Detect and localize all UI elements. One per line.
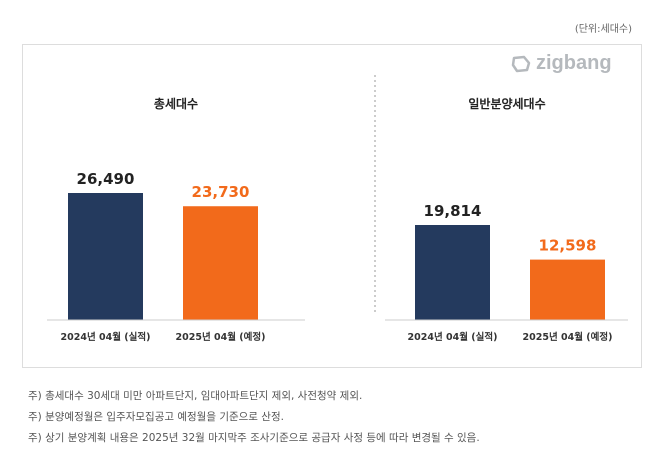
bar [415,225,490,320]
category-label: 2025년 04월 (예정) [176,331,266,343]
footnote: 주) 총세대수 30세대 미만 아파트단지, 임대아파트단지 제외, 사전청약 … [28,390,363,402]
footnotes: 주) 총세대수 30세대 미만 아파트단지, 임대아파트단지 제외, 사전청약 … [28,386,480,449]
value-label: 23,730 [192,183,250,201]
category-label: 2025년 04월 (예정) [523,331,613,343]
category-label: 2024년 04월 (실적) [408,331,498,343]
chart-title: 총세대수 [154,96,198,111]
footnote: 주) 분양예정월은 입주자모집공고 예정월을 기준으로 산정. [28,411,284,423]
chart-card [22,44,642,368]
bar [183,206,258,320]
category-label: 2024년 04월 (실적) [61,331,151,343]
footnote: 주) 상기 분양계획 내용은 2025년 32월 마지막주 조사기준으로 공급자… [28,432,480,444]
bar [68,193,143,320]
unit-label: (단위:세대수) [574,24,632,35]
value-label: 19,814 [424,202,482,220]
bar [530,259,605,320]
zigbang-logo: zigbang [510,52,612,75]
value-label: 26,490 [77,170,135,188]
value-label: 12,598 [539,237,597,255]
chart-title: 일반분양세대수 [468,96,545,111]
zigbang-logo-icon [511,55,531,72]
logo-text: zigbang [536,52,612,74]
